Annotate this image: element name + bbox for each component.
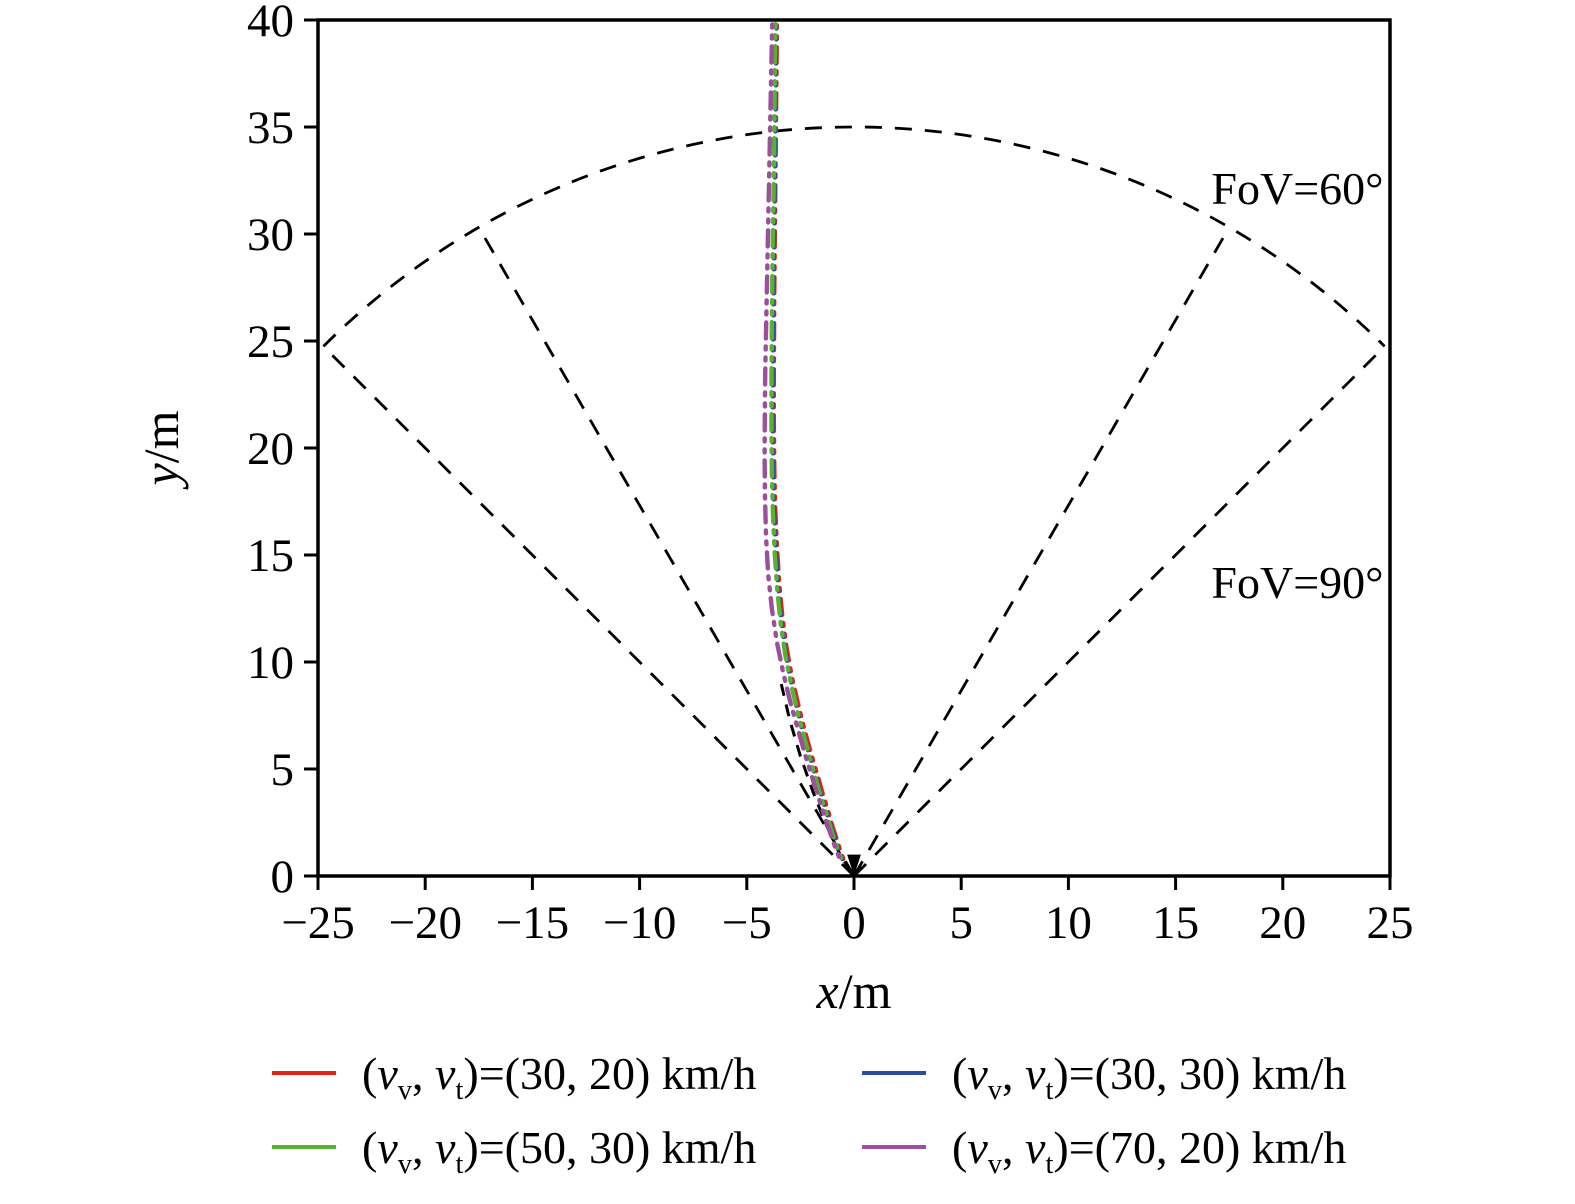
x-tick-label: 5 [949, 897, 973, 949]
x-tick-label: −25 [281, 897, 355, 949]
x-tick-label: 0 [842, 897, 866, 949]
x-tick-label: 25 [1367, 897, 1414, 949]
series-vv30-vt20 [771, 20, 846, 862]
x-tick-label: 15 [1152, 897, 1199, 949]
y-tick-label: 20 [247, 423, 294, 475]
x-tick-label: −15 [496, 897, 570, 949]
series-vv50-vt30 [769, 20, 844, 861]
legend-item: (vv, vt)=(70, 20) km/h [862, 1118, 1347, 1180]
fov-sector-edge-left-30 [477, 226, 856, 877]
plot-frame [316, 18, 1392, 878]
y-tick-label: 0 [271, 851, 295, 903]
fov-arc [322, 125, 1386, 348]
fov-sector-edge-left-45 [322, 345, 855, 877]
x-tick-label: −10 [603, 897, 677, 949]
x-tick-label: −5 [722, 897, 772, 949]
origin-marker [847, 854, 861, 876]
legend-line-swatch [862, 1145, 926, 1149]
legend-item: (vv, vt)=(30, 20) km/h [272, 1044, 862, 1106]
legend-label: (vv, vt)=(70, 20) km/h [952, 1121, 1347, 1180]
fov-sector-edge-right-45 [853, 345, 1386, 877]
x-tick-label: 10 [1045, 897, 1092, 949]
legend-item: (vv, vt)=(50, 30) km/h [272, 1118, 862, 1180]
y-tick-label: 25 [247, 316, 294, 368]
x-axis-label: x/m [816, 963, 892, 1019]
y-tick-label: 40 [247, 0, 294, 47]
legend-label: (vv, vt)=(30, 20) km/h [362, 1047, 757, 1106]
series-vv70-vt20 [762, 20, 842, 859]
y-tick-label: 35 [247, 102, 294, 154]
legend-item: (vv, vt)=(30, 30) km/h [862, 1044, 1347, 1106]
legend-line-swatch [272, 1071, 336, 1075]
legend: (vv, vt)=(30, 20) km/h (vv, vt)=(30, 30) … [272, 1044, 1347, 1180]
y-tick-label: 5 [271, 744, 295, 796]
legend-label: (vv, vt)=(30, 30) km/h [952, 1047, 1347, 1106]
y-tick-label: 10 [247, 637, 294, 689]
legend-line-swatch [272, 1145, 336, 1149]
y-tick-label: 30 [247, 209, 294, 261]
legend-label: (vv, vt)=(50, 30) km/h [362, 1121, 757, 1180]
fov-label-45: FoV=90° [1211, 557, 1383, 608]
y-tick-label: 15 [247, 530, 294, 582]
y-axis-label: y/m [133, 410, 189, 490]
x-tick-label: −20 [388, 897, 462, 949]
legend-line-swatch [862, 1071, 926, 1075]
fov-label-30: FoV=60° [1211, 163, 1383, 214]
fov-sector-edge-right-30 [852, 226, 1231, 877]
x-tick-label: 20 [1259, 897, 1306, 949]
